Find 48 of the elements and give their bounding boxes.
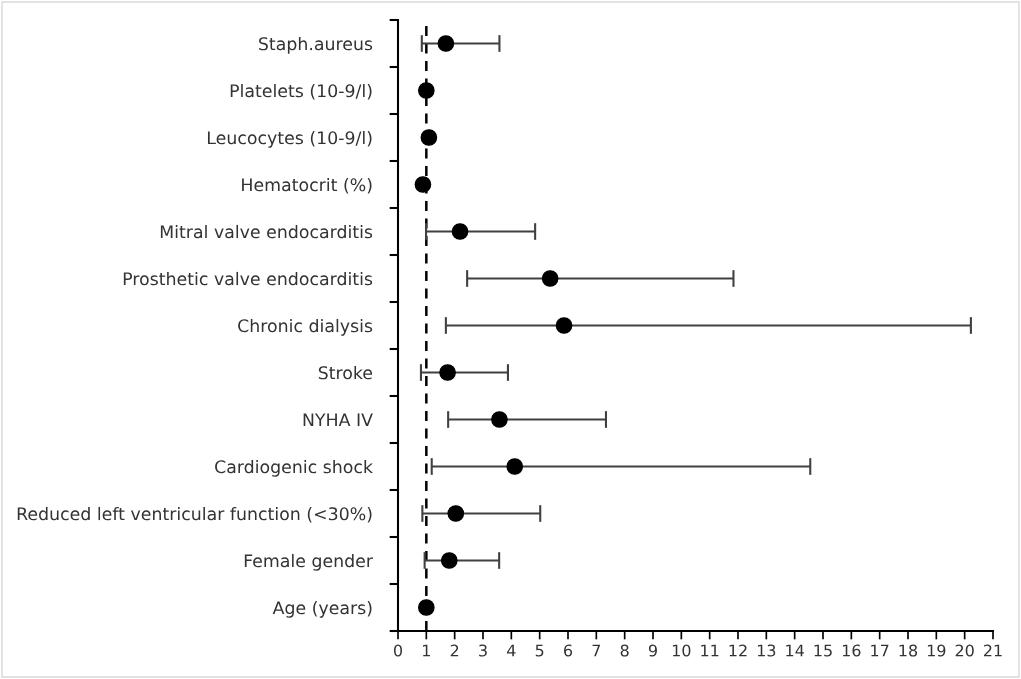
point bbox=[506, 458, 524, 475]
point bbox=[541, 270, 559, 287]
y-tick-label: Chronic dialysis bbox=[238, 318, 373, 336]
y-tick-label: NYHA IV bbox=[303, 413, 373, 427]
point bbox=[447, 505, 465, 522]
y-tick-label: Stroke bbox=[318, 365, 373, 380]
x-tick-label: 14 bbox=[786, 644, 804, 657]
point bbox=[491, 411, 508, 428]
x-tick-label: 12 bbox=[729, 644, 747, 657]
point bbox=[439, 364, 456, 381]
x-tick-label: 7 bbox=[592, 644, 601, 657]
x-tick-label: 18 bbox=[899, 644, 918, 657]
x-tick-label: 3 bbox=[479, 644, 487, 657]
y-tick-label: Staph.aureus bbox=[259, 36, 373, 54]
x-tick-label: 9 bbox=[648, 644, 657, 657]
point bbox=[414, 176, 432, 193]
x-tick-label: 19 bbox=[927, 644, 946, 657]
x-tick-label: 13 bbox=[757, 644, 776, 657]
y-tick-label: Reduced left ventricular function (<30%) bbox=[17, 506, 372, 523]
y-tick-label: Mitral valve endocarditis bbox=[160, 224, 373, 239]
x-tick-label: 17 bbox=[871, 644, 889, 657]
point bbox=[417, 82, 435, 99]
x-tick-label: 2 bbox=[450, 644, 459, 657]
x-tick-label: 21 bbox=[984, 644, 1002, 657]
x-tick-label: 5 bbox=[535, 644, 544, 657]
point bbox=[440, 552, 458, 569]
point bbox=[417, 599, 435, 616]
x-tick-label: 6 bbox=[564, 644, 573, 657]
x-tick-label: 20 bbox=[955, 644, 974, 657]
x-tick-label: 8 bbox=[620, 644, 629, 657]
x-tick-label: 16 bbox=[842, 644, 861, 657]
x-tick-label: 4 bbox=[507, 644, 516, 657]
y-tick-label: Prosthetic valve endocarditis bbox=[123, 271, 373, 286]
x-tick-label: 11 bbox=[701, 644, 719, 657]
y-tick-label: Leucocytes (10-9/l) bbox=[207, 130, 372, 148]
y-tick-label: Age (years) bbox=[272, 600, 372, 618]
x-tick-label: 1 bbox=[423, 644, 430, 657]
y-tick-label: Hematocrit (%) bbox=[242, 177, 372, 194]
x-tick-label: 0 bbox=[393, 644, 403, 657]
x-tick-label: 10 bbox=[672, 644, 691, 657]
y-tick-label: Cardiogenic shock bbox=[215, 459, 373, 477]
point bbox=[437, 35, 455, 52]
x-tick-label: 15 bbox=[814, 644, 832, 657]
point bbox=[451, 223, 469, 240]
point bbox=[555, 317, 573, 334]
y-tick-label: Platelets (10-9/l) bbox=[230, 83, 372, 100]
point bbox=[420, 129, 438, 146]
y-tick-label: Female gender bbox=[244, 553, 373, 571]
